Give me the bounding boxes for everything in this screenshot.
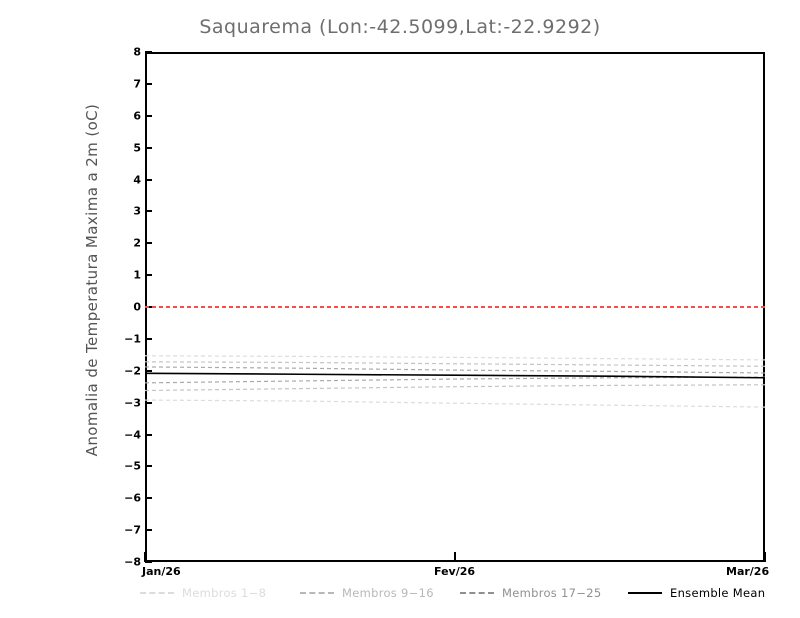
y-tick-label: 2 [133,236,141,250]
legend-line-swatch [460,592,494,594]
x-tick-mark [764,552,766,562]
y-tick-label: 7 [133,77,141,91]
legend-item[interactable]: Ensemble Mean [628,584,765,602]
legend-label: Ensemble Mean [670,586,766,600]
plot-area [145,52,765,562]
y-tick-label: 1 [133,268,141,282]
x-tick-mark [454,552,456,562]
legend-item[interactable]: Membros 1−8 [140,584,266,602]
y-tick-mark [145,114,152,117]
y-tick-mark [145,369,152,372]
y-tick-label: 8 [133,45,141,59]
y-tick-label: −2 [124,364,141,378]
y-tick-mark [145,529,152,532]
y-tick-mark [145,178,152,181]
chart-legend: Membros 1−8 Membros 9−16 Membros 17−25 Ense… [140,584,780,602]
y-tick-label: −4 [124,428,141,441]
y-tick-label: 0 [133,300,141,314]
x-tick-label: Fev/26 [434,565,476,578]
legend-line-swatch [140,592,174,594]
y-tick-mark [145,146,152,149]
y-tick-label: 4 [133,173,141,186]
y-tick-mark [145,465,152,468]
y-axis-tick-labels: 8 7 6 5 4 3 2 1 0 −1 −2 −3 −4 −5 −6 −7 −8 [113,0,141,618]
y-tick-mark [145,82,152,85]
chart-title: Saquarema (Lon:-42.5099,Lat:-22.9292) [199,16,601,38]
y-tick-label: −7 [124,523,141,537]
x-tick-mark [144,552,146,562]
legend-item[interactable]: Membros 9−16 [300,584,434,602]
y-tick-label: 6 [133,109,141,123]
y-tick-mark [145,306,152,308]
x-tick-label: Jan/26 [142,565,181,578]
y-tick-label: −5 [124,459,141,473]
y-tick-mark [145,51,152,53]
y-tick-label: −1 [124,332,141,346]
y-tick-mark [145,497,152,500]
y-tick-label: −3 [124,396,141,410]
y-tick-mark [145,337,152,340]
y-tick-mark [145,401,152,404]
y-tick-label: 3 [133,204,141,218]
y-tick-mark [145,242,152,245]
y-tick-mark [145,433,152,436]
y-tick-label: −8 [124,555,141,569]
legend-item[interactable]: Membros 17−25 [460,584,601,602]
legend-line-swatch [300,592,334,594]
y-tick-mark [145,210,152,213]
y-tick-label: 5 [133,141,141,155]
legend-line-swatch [628,592,662,594]
legend-label: Membros 17−25 [502,586,602,600]
y-axis-title: Anomalia de Temperatura Maxima a 2m (oC) [83,103,101,457]
x-tick-label: Mar/26 [726,565,770,578]
legend-label: Membros 9−16 [342,586,434,600]
y-tick-mark [145,274,152,277]
y-tick-label: −6 [124,491,141,505]
legend-label: Membros 1−8 [182,586,267,600]
y-tick-mark [145,561,152,563]
